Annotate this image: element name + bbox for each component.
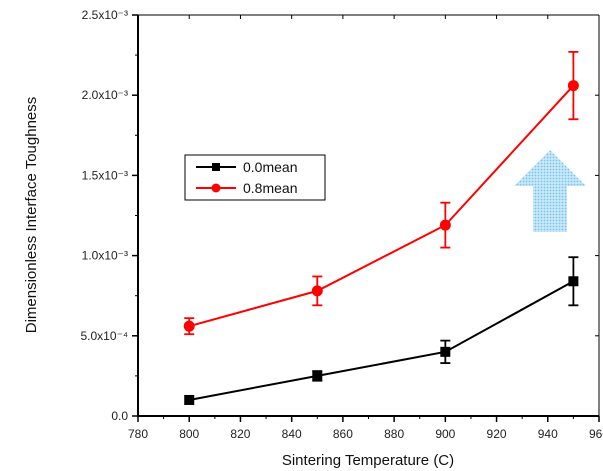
series-1 [183, 50, 579, 336]
x-tick-label-5: 880 [384, 427, 404, 441]
series-0 [184, 256, 579, 405]
legend-marker-1 [211, 183, 221, 193]
legend-label-0: 0.0mean [243, 159, 297, 175]
y-tick-label-1: 5.0x10⁻⁴ [80, 329, 128, 343]
series-line-0 [189, 280, 574, 401]
point-1-0 [183, 320, 195, 332]
y-tick-label-2: 1.0x10⁻³ [82, 249, 128, 263]
point-1-2 [439, 219, 451, 231]
plot-frame [137, 14, 600, 417]
point-0-2 [440, 346, 451, 357]
legend-entry-0: 0.0mean [196, 159, 297, 175]
x-tick-label-4: 860 [333, 427, 353, 441]
legend: 0.0mean 0.8mean [184, 154, 326, 201]
arrow-shape [514, 150, 586, 232]
legend-label-1: 0.8mean [243, 180, 297, 196]
x-tick-label-1: 800 [179, 427, 199, 441]
up-arrow-icon [514, 150, 586, 232]
series-layer [183, 50, 579, 405]
point-1-3 [567, 80, 579, 92]
point-0-0 [184, 394, 195, 405]
y-tick-label-5: 2.5x10⁻³ [82, 8, 128, 22]
x-tick-label-8: 940 [538, 427, 558, 441]
point-0-1 [312, 370, 323, 381]
x-tick-label-3: 840 [282, 427, 302, 441]
y-tick-label-4: 2.0x10⁻³ [82, 88, 128, 102]
point-0-3 [568, 276, 579, 287]
axis-ticks: 780 800 820 840 860 880 900 920 940 960 0.0 5.0x10⁻… [80, 8, 603, 441]
y-axis-title: Dimensionless Interface Toughness [23, 97, 40, 334]
legend-box [184, 154, 326, 201]
x-tick-label-0: 780 [128, 427, 148, 441]
series-line-1 [188, 84, 575, 328]
x-tick-label-2: 820 [230, 427, 250, 441]
y-tick-label-0: 0.0 [111, 409, 128, 423]
y-tick-label-3: 1.5x10⁻³ [82, 168, 128, 182]
legend-marker-0 [212, 163, 220, 171]
point-1-1 [311, 285, 323, 297]
legend-entry-1: 0.8mean [196, 180, 297, 196]
x-axis-title: Sintering Temperature (C) [282, 452, 454, 469]
x-tick-label-7: 920 [487, 427, 507, 441]
x-tick-label-9: 960 [589, 427, 603, 441]
x-tick-label-6: 900 [435, 427, 455, 441]
